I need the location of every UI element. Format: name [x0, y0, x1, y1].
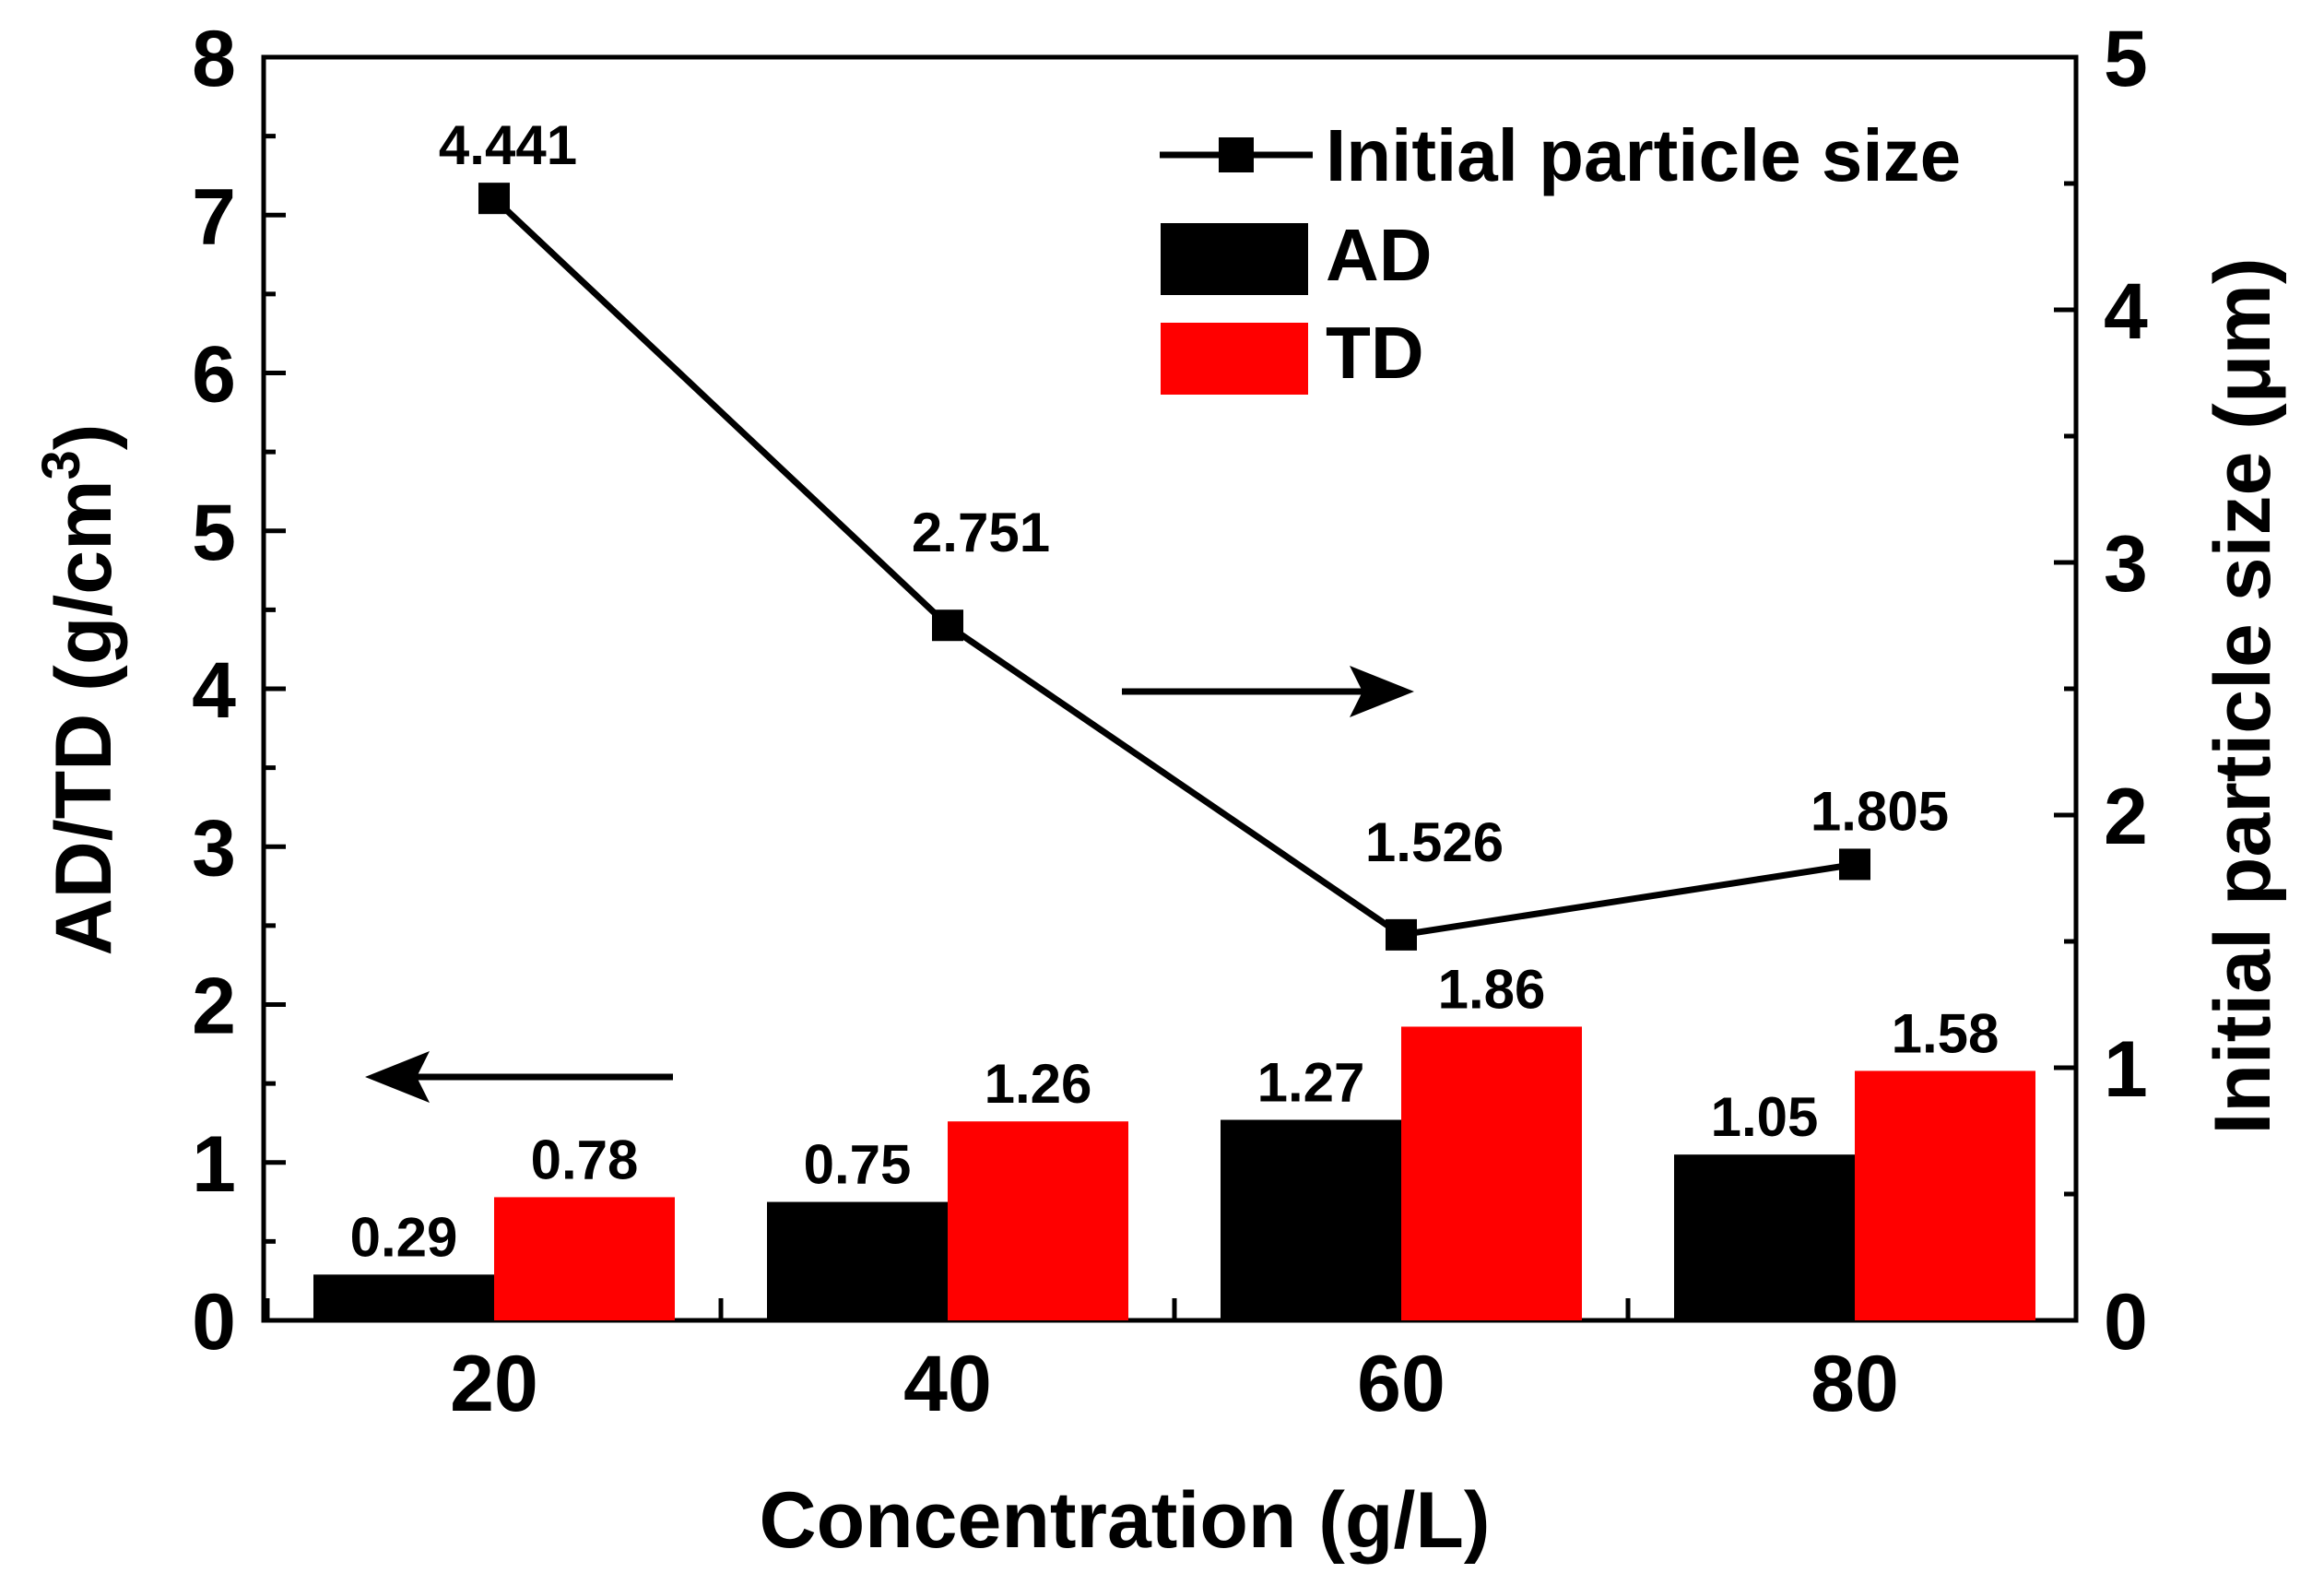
particle-size-point	[1839, 848, 1870, 881]
x-tick-label: 60	[1357, 1340, 1445, 1428]
bar-value-label: 0.29	[350, 1206, 458, 1268]
y-left-tick-label: 1	[192, 1120, 236, 1209]
x-tick-label: 80	[1811, 1340, 1899, 1428]
bar-value-label: 0.75	[804, 1134, 912, 1196]
bar-value-label: 0.78	[531, 1129, 639, 1190]
y-left-tick-label: 7	[192, 172, 236, 261]
bar-value-label: 1.05	[1711, 1086, 1819, 1148]
particle-size-point	[932, 609, 963, 642]
bar-value-label: 1.26	[985, 1053, 1092, 1115]
legend: Initial particle size AD TD	[1160, 114, 1961, 395]
y-axis-left-title: AD/TD (g/cm3)	[31, 424, 128, 956]
bar-td	[494, 1197, 675, 1320]
legend-swatch-ad	[1161, 223, 1308, 295]
y-left-tick-label: 5	[192, 489, 236, 577]
y-left-tick-label: 6	[192, 331, 236, 420]
bar-ad	[767, 1201, 948, 1320]
bar-td	[1855, 1070, 2035, 1320]
bars	[313, 1026, 2035, 1320]
y-right-tick-label: 2	[2104, 773, 2148, 861]
bar-td	[1401, 1026, 1582, 1320]
line-series	[478, 183, 1870, 951]
legend-label-ad: AD	[1326, 214, 1433, 296]
y-right-tick-label: 1	[2104, 1025, 2148, 1114]
bar-td	[948, 1121, 1128, 1320]
y-axis-left-title-sup: 3	[31, 450, 91, 479]
bar-ad	[1674, 1154, 1855, 1320]
y-left-tick-label: 3	[192, 804, 236, 893]
bar-value-label: 1.58	[1892, 1002, 2000, 1064]
y-axis-right-title: Initial particle size (μm)	[2199, 257, 2287, 1134]
y-left-tick-label: 0	[192, 1278, 236, 1366]
y-right-tick-label: 3	[2104, 520, 2148, 609]
bar-ad	[1221, 1119, 1401, 1320]
particle-size-value-label: 1.805	[1811, 780, 1949, 842]
x-axis-title: Concentration (g/L)	[759, 1476, 1490, 1565]
bar-value-label: 1.86	[1438, 958, 1546, 1020]
data-labels: 0.29 0.75 1.27 1.05 0.78 1.26 1.86 1.58 4.441 2.7…	[350, 114, 2000, 1268]
y-right-tick-label: 0	[2104, 1278, 2148, 1366]
y-right-tick-label: 4	[2104, 267, 2148, 356]
y-left-tick-label: 8	[192, 15, 236, 103]
particle-size-line	[491, 195, 1856, 939]
particle-size-value-label: 2.751	[912, 502, 1050, 563]
y-right-tick-label: 5	[2104, 15, 2148, 103]
bar-ad	[313, 1274, 494, 1320]
particle-size-value-label: 1.526	[1365, 811, 1504, 873]
particle-size-value-label: 4.441	[439, 114, 577, 176]
legend-label-td: TD	[1326, 312, 1424, 394]
legend-label-initial-size: Initial particle size	[1326, 114, 1961, 196]
y-left-tick-label: 2	[192, 963, 236, 1051]
particle-size-point	[478, 183, 510, 215]
x-tick-label: 40	[903, 1340, 992, 1428]
particle-size-point	[1386, 918, 1417, 951]
bar-value-label: 1.27	[1257, 1052, 1365, 1114]
y-left-tick-label: 4	[192, 646, 236, 735]
x-tick-label: 20	[450, 1340, 538, 1428]
legend-line-marker	[1219, 137, 1254, 172]
legend-swatch-td	[1161, 323, 1308, 395]
